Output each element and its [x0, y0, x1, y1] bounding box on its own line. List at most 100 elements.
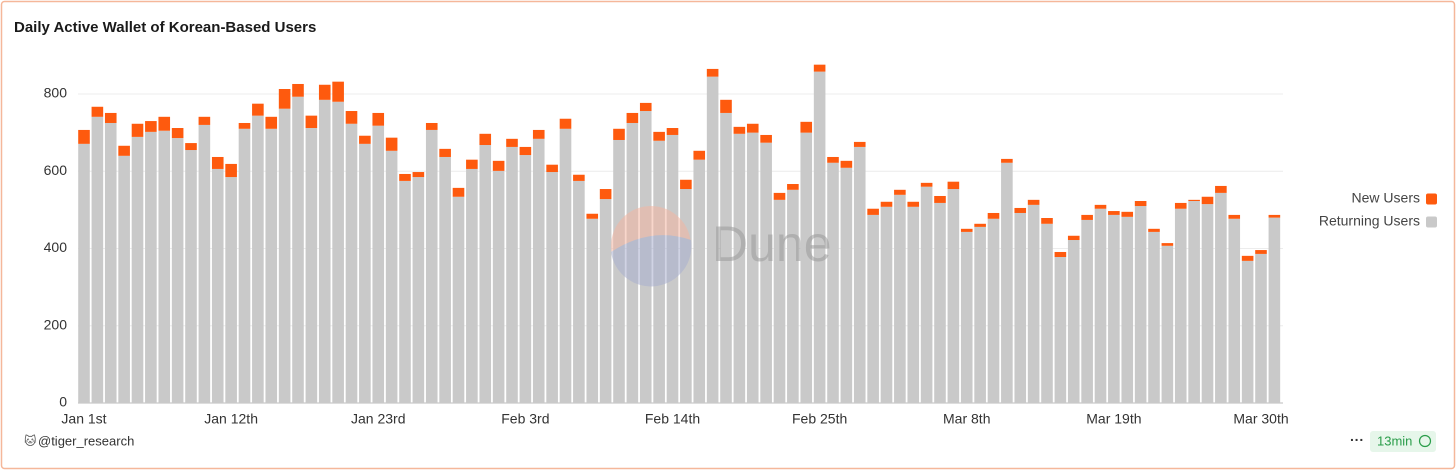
- legend-label: New Users: [1352, 190, 1420, 206]
- bar-segment: [225, 163, 237, 178]
- bar-segment: [91, 116, 104, 404]
- bar-segment: [171, 138, 184, 403]
- bar-segment: [1134, 201, 1147, 207]
- bar-segment: [867, 214, 879, 403]
- bar-segment: [1215, 192, 1227, 403]
- bar-segment: [894, 189, 906, 195]
- bar-segment: [974, 223, 986, 227]
- bar-segment: [733, 133, 746, 404]
- bar-segment: [332, 101, 344, 403]
- bar-segment: [452, 196, 465, 403]
- bar-segment: [1188, 201, 1200, 403]
- bar-segment: [746, 132, 759, 403]
- watermark: Dune: [611, 206, 832, 287]
- bar-segment: [104, 122, 117, 403]
- chart-title: Daily Active Wallet of Korean-Based User…: [14, 19, 316, 36]
- bar-segment: [920, 186, 933, 403]
- legend-swatch: [1426, 193, 1437, 205]
- x-tick-label: Feb 14th: [645, 411, 700, 427]
- bar-segment: [827, 162, 839, 403]
- x-tick-label: Jan 12th: [204, 411, 258, 427]
- bar-segment: [613, 139, 625, 403]
- bar-segment: [733, 126, 746, 134]
- bar-segment: [840, 167, 853, 403]
- bar-segment: [479, 133, 492, 146]
- bar-segment: [439, 156, 451, 403]
- bar-segment: [559, 128, 572, 403]
- footer-icon: 🐱: [24, 434, 37, 448]
- bar-segment: [131, 123, 144, 137]
- bar-segment: [385, 150, 398, 403]
- bar-segment: [452, 187, 465, 197]
- bar-segment: [359, 143, 371, 403]
- bar-segment: [586, 218, 599, 403]
- bar-segment: [318, 99, 331, 403]
- bar-segment: [1255, 253, 1267, 403]
- bar-segment: [1014, 212, 1027, 403]
- bar-segment: [532, 138, 545, 403]
- bar-segment: [198, 116, 211, 125]
- bar-segment: [760, 134, 772, 143]
- bar-segment: [880, 206, 893, 403]
- bar-segment: [1201, 196, 1214, 205]
- bar-segment: [987, 212, 1000, 219]
- more-menu[interactable]: ···: [1350, 432, 1364, 448]
- bar-segment: [1215, 185, 1227, 193]
- bar-segment: [773, 199, 786, 403]
- bar-segment: [492, 170, 505, 403]
- x-tick-label: Jan 1st: [61, 411, 106, 427]
- refresh-time: 13min: [1377, 433, 1412, 448]
- bar-segment: [198, 124, 211, 404]
- bar-segment: [1134, 206, 1147, 403]
- bar-segment: [412, 177, 425, 403]
- bar-segment: [800, 132, 813, 403]
- x-tick-label: Mar 19th: [1086, 411, 1141, 427]
- bar-segment: [1121, 211, 1134, 217]
- bar-segment: [399, 180, 411, 403]
- footer-author: @tiger_research: [38, 433, 134, 448]
- x-tick-label: Feb 3rd: [501, 411, 549, 427]
- y-tick-label: 800: [44, 85, 68, 101]
- y-tick-label: 0: [59, 394, 67, 410]
- bar-segment: [1041, 217, 1053, 224]
- bar-segment: [1081, 219, 1093, 403]
- bar-segment: [693, 159, 706, 403]
- bar-segment: [332, 81, 344, 102]
- bar-segment: [359, 135, 371, 144]
- bar-segment: [1228, 214, 1241, 219]
- bar-segment: [78, 143, 90, 403]
- bar-segment: [1121, 216, 1134, 403]
- bar-segment: [466, 168, 478, 403]
- refresh-badge: [1370, 431, 1436, 452]
- bar-segment: [720, 99, 732, 113]
- bar-segment: [573, 174, 585, 181]
- bar-segment: [278, 89, 291, 109]
- bar-segment: [439, 148, 451, 157]
- bar-segment: [78, 129, 90, 144]
- bar-segment: [145, 121, 157, 132]
- bar-segment: [653, 131, 665, 141]
- bar-segment: [599, 189, 612, 200]
- y-tick-label: 600: [44, 162, 68, 178]
- bar-segment: [706, 76, 719, 404]
- bar-segment: [104, 112, 117, 123]
- bar-segment: [1027, 204, 1040, 403]
- bar-segment: [492, 160, 505, 171]
- bar-segment: [813, 71, 826, 403]
- bar-segment: [1255, 250, 1267, 254]
- bar-segment: [238, 128, 251, 403]
- bar-segment: [1268, 214, 1281, 218]
- bar-segment: [894, 194, 906, 403]
- bar-segment: [787, 184, 799, 190]
- bar-segment: [238, 122, 251, 129]
- y-tick-label: 200: [44, 316, 68, 332]
- bar-segment: [760, 142, 772, 403]
- bar-segment: [947, 181, 960, 190]
- bar-segment: [840, 160, 853, 168]
- bar-segment: [880, 201, 893, 207]
- bar-segment: [800, 121, 813, 133]
- bar-segment: [853, 141, 866, 147]
- bar-segment: [666, 128, 679, 135]
- bar-segment: [372, 125, 385, 403]
